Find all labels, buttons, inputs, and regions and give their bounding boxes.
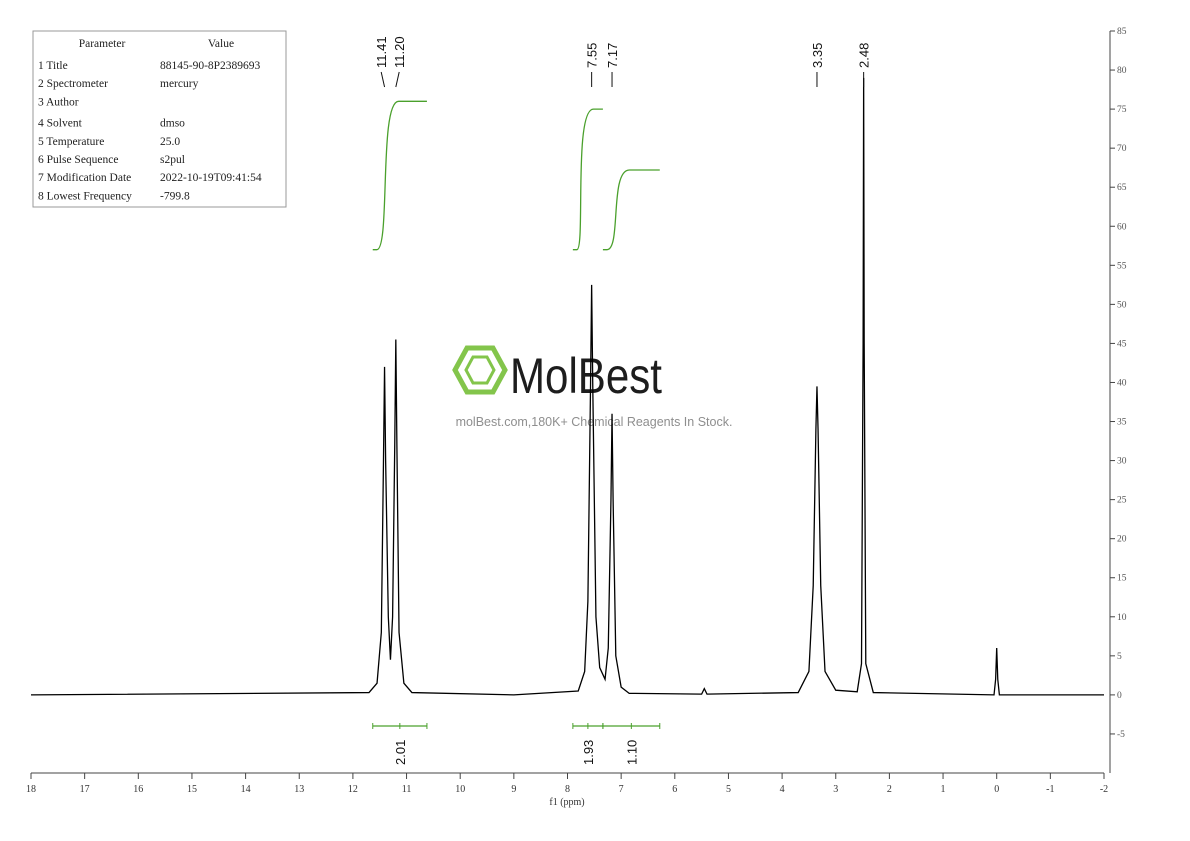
- table-cell: 7 Modification Date: [38, 172, 131, 184]
- peak-label: 7.17: [605, 43, 620, 68]
- x-tick-label: -2: [1100, 784, 1108, 795]
- peak-tick: [380, 71, 386, 88]
- table-cell: mercury: [160, 78, 199, 90]
- x-tick-label: 14: [241, 784, 251, 795]
- x-tick-label: 2: [887, 784, 892, 795]
- y-tick-label: 75: [1117, 105, 1127, 115]
- y-tick-label: 35: [1117, 418, 1127, 428]
- y-tick-label: 30: [1117, 457, 1127, 467]
- y-tick-label: 50: [1117, 300, 1127, 310]
- integral-curve: [572, 108, 603, 251]
- x-tick-label: 18: [26, 784, 36, 795]
- table-cell: 6 Pulse Sequence: [38, 154, 118, 166]
- x-tick-label: 15: [187, 784, 197, 795]
- y-tick-label: 85: [1117, 27, 1127, 37]
- peak-label: 7.55: [585, 43, 600, 68]
- y-tick-label: -5: [1117, 730, 1125, 740]
- y-tick-label: 0: [1117, 691, 1122, 701]
- x-tick-label: 5: [726, 784, 731, 795]
- y-tick-label: 15: [1117, 574, 1127, 584]
- y-tick-label: 20: [1117, 535, 1127, 545]
- x-tick-label: 11: [402, 784, 412, 795]
- table-cell: 88145-90-8P2389693: [160, 60, 261, 72]
- watermark: MolBest molBest.com,180K+ Chemical Reage…: [452, 345, 733, 429]
- y-tick-label: 40: [1117, 378, 1127, 388]
- table-cell: s2pul: [160, 154, 185, 166]
- table-cell: 8 Lowest Frequency: [38, 190, 132, 202]
- y-tick-label: 45: [1117, 339, 1127, 349]
- table-cell: 25.0: [160, 136, 180, 148]
- integral-label: 2.01: [393, 740, 408, 765]
- x-tick-label: -1: [1046, 784, 1054, 795]
- peak-tick: [395, 71, 400, 88]
- y-tick-label: 65: [1117, 183, 1127, 193]
- y-tick-label: 55: [1117, 261, 1127, 271]
- x-tick-label: 1: [941, 784, 946, 795]
- integral-label: 1.10: [624, 740, 639, 765]
- x-tick-label: 9: [511, 784, 516, 795]
- table-cell: 2 Spectrometer: [38, 78, 108, 90]
- peak-label: 11.20: [392, 36, 407, 68]
- table-header: Value: [208, 38, 234, 50]
- parameter-table: Parameter Value 1 Title 88145-90-8P2389693 2…: [32, 30, 287, 208]
- x-tick-label: 6: [672, 784, 677, 795]
- x-tick-label: 10: [455, 784, 465, 795]
- x-tick-label: 7: [619, 784, 624, 795]
- peak-label: 11.41: [374, 36, 389, 68]
- x-tick-label: 16: [133, 784, 143, 795]
- logo-hexagon: [452, 345, 508, 395]
- x-tick-label: 3: [833, 784, 838, 795]
- y-tick-label: 80: [1117, 66, 1127, 76]
- y-tick-label: 10: [1117, 613, 1127, 623]
- y-tick-label: 5: [1117, 652, 1122, 662]
- y-tick-label: 60: [1117, 222, 1127, 232]
- x-tick-label: 4: [780, 784, 785, 795]
- integral-label: 1.93: [581, 740, 596, 765]
- logo-ring: [464, 355, 496, 385]
- brand: MolBest: [510, 348, 662, 404]
- tagline: molBest.com,180K+ Chemical Reagents In S…: [456, 415, 733, 429]
- x-tick-label: 0: [994, 784, 999, 795]
- peak-label: 3.35: [810, 43, 825, 68]
- table-cell: 5 Temperature: [38, 136, 104, 148]
- peak-label: 2.48: [857, 43, 872, 68]
- table-cell: 3 Author: [38, 96, 79, 108]
- x-tick-label: 12: [348, 784, 358, 795]
- table-cell: 2022-10-19T09:41:54: [160, 172, 262, 184]
- x-axis-label: f1 (ppm): [549, 797, 584, 808]
- table-cell: 4 Solvent: [38, 118, 83, 130]
- table-cell: 1 Title: [38, 60, 68, 72]
- table-cell: dmso: [160, 118, 185, 130]
- table-cell: -799.8: [160, 190, 190, 202]
- spectrum: [30, 77, 1104, 696]
- y-tick-label: 25: [1117, 496, 1127, 506]
- x-tick-label: 17: [80, 784, 90, 795]
- table-frame: [32, 30, 287, 208]
- x-tick-label: 8: [565, 784, 570, 795]
- y-tick-label: 70: [1117, 144, 1127, 154]
- integral-curve: [602, 169, 660, 251]
- table-header: Parameter: [79, 38, 126, 50]
- integral-curve: [372, 100, 427, 251]
- x-tick-label: 13: [294, 784, 304, 795]
